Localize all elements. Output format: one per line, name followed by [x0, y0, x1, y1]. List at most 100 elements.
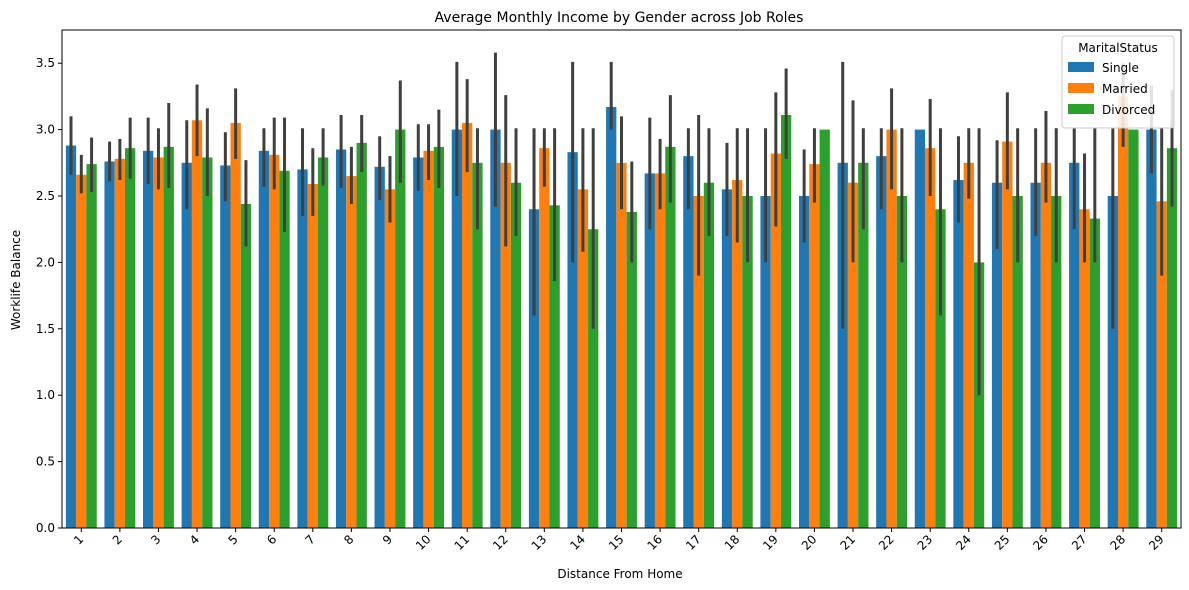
bar-single-13	[528, 209, 540, 528]
bar-married-7	[307, 184, 318, 528]
legend-swatch-divorced	[1068, 104, 1094, 114]
legend: MaritalStatus Single Married Divorced	[1061, 35, 1175, 129]
bar-married-18	[732, 180, 743, 528]
bar-divorced-27	[1089, 218, 1100, 529]
legend-label-single: Single	[1102, 61, 1139, 75]
bar-single-4	[181, 162, 192, 529]
bar-married-13	[539, 148, 550, 528]
bar-divorced-20	[819, 129, 830, 528]
bar-divorced-11	[472, 162, 483, 529]
legend-label-married: Married	[1102, 82, 1148, 96]
x-tick-label: 2	[110, 532, 125, 547]
bar-married-3	[153, 157, 164, 528]
x-tick-label: 15	[606, 532, 627, 553]
y-axis-label: Worklife Balance	[9, 230, 23, 330]
legend-swatch-married	[1068, 83, 1094, 93]
bar-married-1	[76, 174, 87, 528]
x-tick-label: 24	[953, 532, 974, 553]
bar-divorced-23	[935, 209, 946, 528]
bar-single-22	[876, 156, 887, 528]
bar-married-21	[847, 182, 859, 528]
bar-single-26	[1030, 182, 1041, 528]
bar-divorced-21	[858, 162, 869, 529]
x-tick-label: 3	[148, 532, 163, 547]
x-tick-label: 23	[915, 532, 936, 553]
bar-married-16	[654, 173, 666, 528]
x-axis: 1 2 3 4 5 6 7 8 9 10 11 12 13 14 15 16 17 18 19 20 21 22 23 24 2…	[71, 528, 1167, 553]
bar-single-10	[413, 157, 424, 528]
x-tick-label: 1	[71, 532, 86, 547]
bar-married-14	[577, 189, 589, 529]
bar-married-10	[423, 150, 434, 528]
bar-married-11	[462, 122, 473, 529]
x-tick-label: 10	[413, 532, 434, 553]
bar-married-25	[1002, 141, 1013, 528]
bar-single-27	[1069, 162, 1080, 529]
bar-married-19	[770, 153, 781, 528]
x-tick-label: 21	[837, 532, 858, 553]
bar-divorced-22	[896, 196, 908, 528]
bar-single-20	[798, 196, 810, 528]
bar-single-24	[953, 180, 964, 528]
x-tick-label: 17	[683, 532, 704, 553]
bar-divorced-26	[1051, 196, 1062, 528]
x-tick-label: 27	[1069, 532, 1090, 553]
bar-married-29	[1156, 201, 1167, 528]
bar-married-28	[1117, 96, 1129, 529]
legend-label-divorced: Divorced	[1102, 103, 1155, 117]
y-tick-label: 2.0	[36, 255, 55, 269]
bar-single-2	[104, 161, 115, 529]
bar-married-17	[693, 196, 704, 528]
bar-divorced-12	[510, 182, 522, 528]
bar-single-6	[258, 150, 270, 528]
bar-single-7	[297, 169, 308, 528]
bar-divorced-8	[356, 142, 367, 528]
error-bars-layer	[69, 52, 1174, 396]
x-tick-label: 5	[225, 532, 240, 547]
x-tick-label: 25	[992, 532, 1013, 553]
chart-title: Average Monthly Income by Gender across …	[435, 10, 804, 26]
x-tick-label: 4	[187, 532, 202, 547]
x-tick-label: 20	[799, 532, 820, 553]
bar-single-28	[1107, 196, 1118, 528]
bar-divorced-1	[86, 164, 97, 529]
x-tick-label: 19	[760, 532, 781, 553]
bar-single-9	[374, 166, 385, 528]
x-tick-label: 26	[1030, 532, 1051, 553]
bar-divorced-5	[240, 203, 252, 528]
plot-frame	[61, 29, 1182, 529]
bar-divorced-3	[163, 146, 174, 528]
bar-married-27	[1079, 209, 1090, 528]
bar-divorced-14	[588, 229, 599, 528]
x-tick-label: 18	[722, 532, 743, 553]
x-tick-label: 12	[490, 532, 511, 553]
y-tick-label: 3.0	[36, 123, 55, 137]
y-tick-label: 1.5	[36, 322, 55, 336]
bar-married-4	[191, 120, 203, 528]
x-tick-label: 9	[380, 532, 395, 547]
bar-divorced-28	[1128, 129, 1139, 528]
bar-divorced-29	[1166, 148, 1178, 528]
bar-single-3	[143, 150, 154, 528]
bar-single-19	[760, 196, 771, 528]
legend-swatch-single	[1068, 62, 1094, 72]
bar-divorced-2	[125, 148, 136, 528]
bar-single-15	[606, 107, 617, 529]
bar-divorced-9	[395, 129, 406, 528]
x-tick-label: 29	[1146, 532, 1167, 553]
bar-divorced-16	[665, 146, 676, 528]
x-tick-label: 28	[1108, 532, 1129, 553]
bars-layer	[65, 96, 1178, 529]
bar-married-22	[886, 129, 897, 528]
bar-married-5	[230, 122, 241, 529]
x-axis-label: Distance From Home	[557, 567, 682, 581]
bar-divorced-17	[703, 182, 715, 528]
bar-married-6	[269, 154, 280, 528]
x-tick-label: 7	[303, 532, 318, 547]
bar-single-29	[1146, 129, 1157, 528]
x-tick-label: 8	[341, 532, 356, 547]
bar-married-12	[500, 162, 511, 529]
bar-married-15	[616, 162, 627, 529]
y-tick-label: 0.5	[36, 455, 55, 469]
